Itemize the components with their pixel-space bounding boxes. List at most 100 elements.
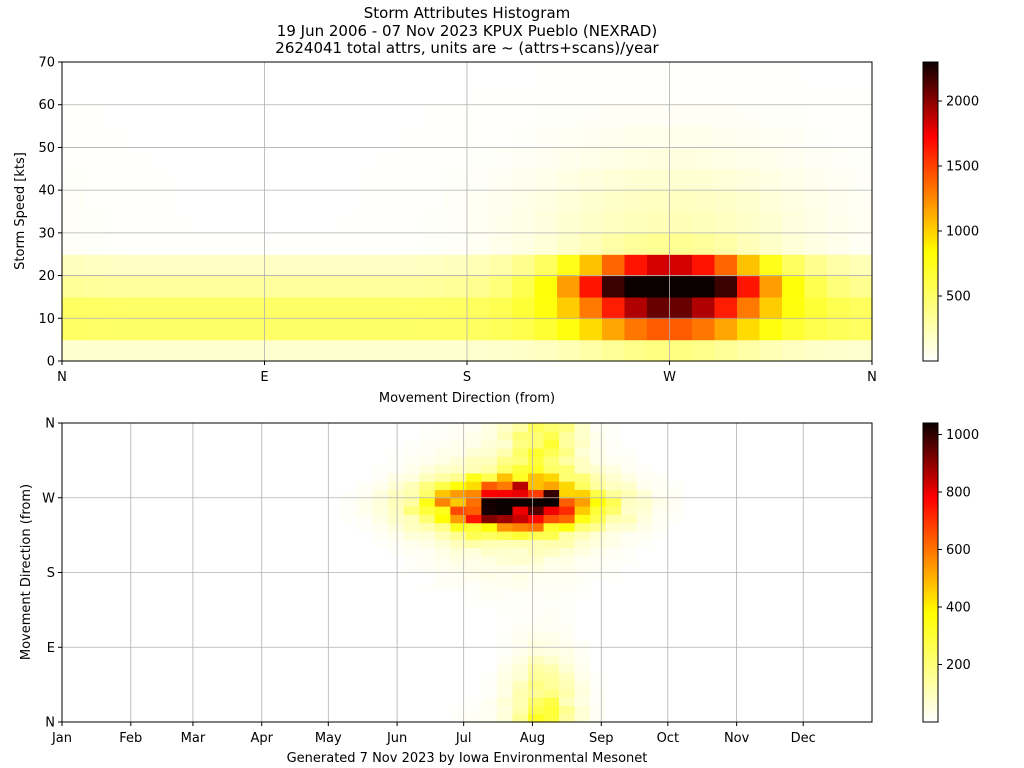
bottom-cell xyxy=(62,423,79,432)
top-cell xyxy=(219,147,243,170)
bottom-cell xyxy=(310,655,327,665)
bottom-cell xyxy=(77,481,94,491)
bottom-cell xyxy=(155,489,172,499)
bottom-cell xyxy=(388,622,405,632)
top-colorbar-tick-label: 2000 xyxy=(946,95,979,110)
bottom-cell xyxy=(419,672,436,682)
top-cell xyxy=(354,62,378,84)
bottom-cell xyxy=(838,580,855,590)
bottom-cell xyxy=(419,555,436,565)
top-cell xyxy=(669,275,693,298)
bottom-cell xyxy=(170,605,187,615)
top-cell xyxy=(242,296,266,319)
bottom-cell xyxy=(636,672,653,682)
bottom-cell xyxy=(652,489,669,499)
top-cell xyxy=(197,275,221,298)
bottom-cell xyxy=(279,638,296,648)
bottom-cell xyxy=(776,481,793,491)
bottom-cell xyxy=(559,530,576,540)
bottom-cell xyxy=(481,456,498,466)
top-cell xyxy=(624,126,648,149)
bottom-cell xyxy=(683,705,700,715)
bottom-cell xyxy=(295,705,312,715)
bottom-cell xyxy=(652,472,669,482)
bottom-cell xyxy=(295,489,312,499)
bottom-cell xyxy=(807,447,824,457)
bottom-cell xyxy=(621,638,638,648)
top-cell xyxy=(579,254,603,277)
bottom-cell xyxy=(186,514,203,524)
bottom-cell xyxy=(621,497,638,507)
bottom-cell xyxy=(357,489,374,499)
top-cell xyxy=(849,296,873,319)
top-cell xyxy=(174,254,198,277)
bottom-cell xyxy=(248,472,265,482)
top-cell xyxy=(827,147,851,170)
bottom-cell xyxy=(124,522,141,532)
top-cell xyxy=(827,275,851,298)
bottom-cell xyxy=(357,705,374,715)
bottom-cell xyxy=(792,589,809,599)
bottom-cell xyxy=(683,622,700,632)
bottom-cell xyxy=(388,663,405,673)
top-cell xyxy=(287,318,311,341)
bottom-cell xyxy=(698,647,716,657)
bottom-cell xyxy=(263,481,281,491)
bottom-cell xyxy=(636,497,653,507)
bottom-cell xyxy=(652,680,669,690)
bottom-cell xyxy=(77,472,94,482)
bottom-cell xyxy=(310,497,327,507)
bottom-cell xyxy=(698,456,716,466)
bottom-cell xyxy=(854,447,871,457)
bottom-cell xyxy=(170,530,187,540)
bottom-cell xyxy=(636,638,653,648)
top-cell xyxy=(129,211,153,234)
bottom-cell xyxy=(605,630,622,640)
bottom-cell xyxy=(403,589,420,599)
bottom-cell xyxy=(248,680,265,690)
bottom-cell xyxy=(170,481,187,491)
bottom-cell xyxy=(388,672,405,682)
top-cell xyxy=(219,254,243,277)
bottom-cell xyxy=(698,672,716,682)
bottom-cell xyxy=(496,456,514,466)
bottom-cell xyxy=(77,506,94,515)
bottom-cell xyxy=(403,555,420,565)
top-cell xyxy=(62,104,86,127)
bottom-cell xyxy=(434,522,451,532)
top-cell xyxy=(557,147,581,170)
bottom-cell xyxy=(217,589,234,599)
bottom-cell xyxy=(93,439,110,449)
bottom-cell xyxy=(496,638,514,648)
bottom-cell xyxy=(450,431,467,441)
bottom-cell xyxy=(310,423,327,432)
top-cell xyxy=(602,318,626,341)
bottom-cell xyxy=(729,497,747,507)
bottom-cell xyxy=(217,564,234,574)
bottom-cell xyxy=(357,580,374,590)
bottom-cell xyxy=(217,439,234,449)
bottom-cell xyxy=(574,431,591,441)
bottom-cell xyxy=(232,705,250,715)
bottom-cell xyxy=(543,663,560,673)
bottom-cell xyxy=(388,697,405,706)
top-cell xyxy=(489,275,513,298)
bottom-cell xyxy=(605,431,622,441)
bottom-cell xyxy=(667,688,684,698)
top-cell xyxy=(152,211,176,234)
bottom-cell xyxy=(854,423,871,432)
top-cell xyxy=(107,62,131,84)
bottom-cell xyxy=(341,597,358,607)
top-cell xyxy=(624,83,648,106)
bottom-cell xyxy=(170,597,187,607)
bottom-cell xyxy=(170,439,187,449)
bottom-cell xyxy=(108,464,125,474)
bottom-cell xyxy=(496,439,514,449)
bottom-cell xyxy=(776,497,793,507)
bottom-cell xyxy=(683,572,700,582)
top-colorbar-tick-label: 500 xyxy=(946,290,971,305)
bottom-cell xyxy=(263,547,281,557)
bottom-cell xyxy=(248,464,265,474)
top-cell xyxy=(692,254,716,277)
